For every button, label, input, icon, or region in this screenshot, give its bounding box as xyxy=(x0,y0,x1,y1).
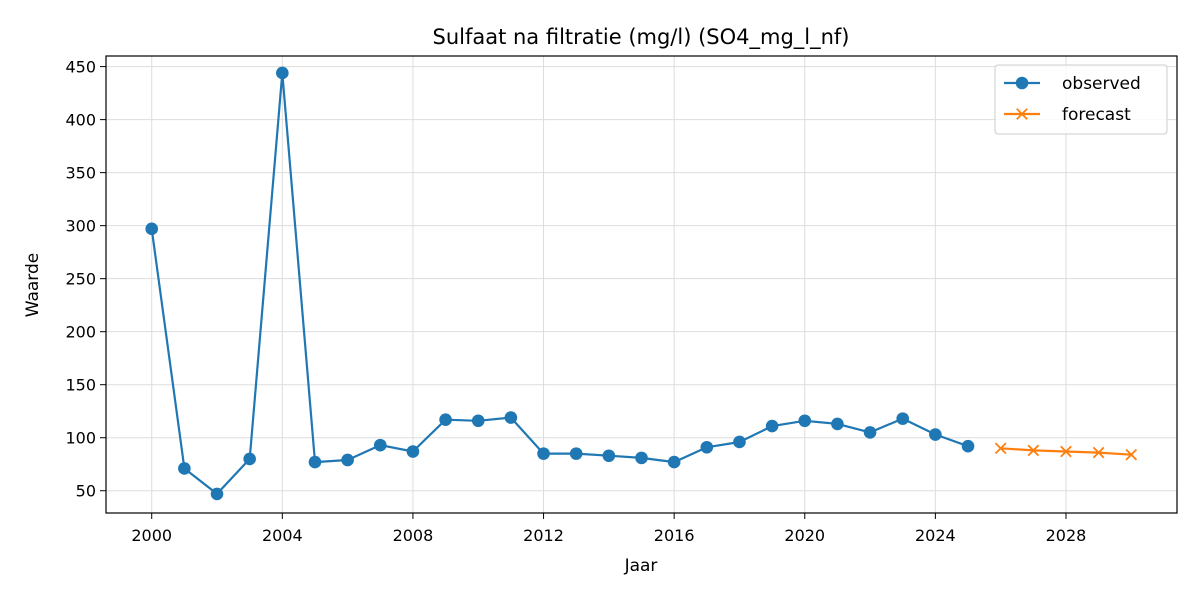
x-tick-label: 2000 xyxy=(131,526,172,545)
observed-point xyxy=(210,487,224,501)
forecast-point xyxy=(1060,445,1072,458)
x-tick-label: 2024 xyxy=(915,526,956,545)
observed-point xyxy=(765,419,779,433)
observed-point xyxy=(471,414,485,428)
y-tick-label: 100 xyxy=(65,429,96,448)
observed-point xyxy=(406,445,420,458)
grid xyxy=(106,56,1177,513)
legend: observed forecast xyxy=(994,64,1168,135)
legend-marker xyxy=(1016,108,1028,120)
observed-line xyxy=(150,71,969,495)
y-tick-label: 250 xyxy=(65,270,96,289)
y-tick-label: 150 xyxy=(65,376,96,395)
series-observed xyxy=(145,66,975,501)
y-tick-label: 350 xyxy=(65,164,96,183)
forecast-point xyxy=(1027,444,1040,457)
observed-point xyxy=(896,412,910,425)
forecast-point xyxy=(1092,446,1105,459)
legend-item-forecast: forecast xyxy=(1004,105,1131,125)
x-axis-label: Jaar xyxy=(624,556,658,576)
observed-point xyxy=(243,452,256,466)
x-tick-label: 2012 xyxy=(523,526,564,545)
legend-marker xyxy=(1015,76,1029,90)
y-tick-label: 450 xyxy=(65,58,96,77)
series-layer xyxy=(145,66,1138,501)
y-axis-label: Waarde xyxy=(23,253,43,318)
observed-point xyxy=(831,417,844,431)
observed-point xyxy=(308,455,322,469)
observed-point xyxy=(700,440,714,454)
observed-point xyxy=(929,428,942,441)
y-tick-label: 300 xyxy=(65,217,96,236)
axes-ticks: 2000 2004 2008 2012 2016 2020 2024 2028 50 100 150… xyxy=(65,58,1086,545)
forecast-point xyxy=(994,442,1007,455)
y-tick-label: 400 xyxy=(65,111,96,130)
observed-point xyxy=(373,438,387,452)
x-tick-label: 2028 xyxy=(1046,526,1087,545)
observed-point xyxy=(863,426,877,439)
forecast-point xyxy=(1125,448,1138,461)
observed-point xyxy=(961,439,975,453)
observed-point xyxy=(602,449,616,463)
y-tick-label: 200 xyxy=(65,323,96,342)
observed-point xyxy=(439,413,452,426)
series-forecast xyxy=(994,442,1138,461)
chart-title: Sulfaat na filtratie (mg/l) (SO4_mg_l_nf… xyxy=(432,25,849,50)
observed-point xyxy=(635,451,648,465)
observed-point xyxy=(178,462,191,475)
x-tick-label: 2004 xyxy=(262,526,303,545)
y-tick-label: 50 xyxy=(76,482,96,501)
plot-frame xyxy=(105,55,1178,514)
observed-point xyxy=(145,222,159,236)
x-tick-label: 2008 xyxy=(393,526,434,545)
observed-point xyxy=(341,453,354,467)
legend-label: forecast xyxy=(1062,105,1131,125)
legend-label: observed xyxy=(1062,74,1141,94)
observed-point xyxy=(798,414,812,428)
observed-point xyxy=(537,447,550,460)
x-tick-label: 2016 xyxy=(654,526,695,545)
x-tick-label: 2020 xyxy=(784,526,825,545)
observed-point xyxy=(569,447,583,460)
observed-point xyxy=(667,455,681,469)
observed-point xyxy=(276,66,289,80)
observed-point xyxy=(733,435,746,449)
legend-item-observed: observed xyxy=(1004,74,1141,94)
observed-point xyxy=(504,411,518,424)
